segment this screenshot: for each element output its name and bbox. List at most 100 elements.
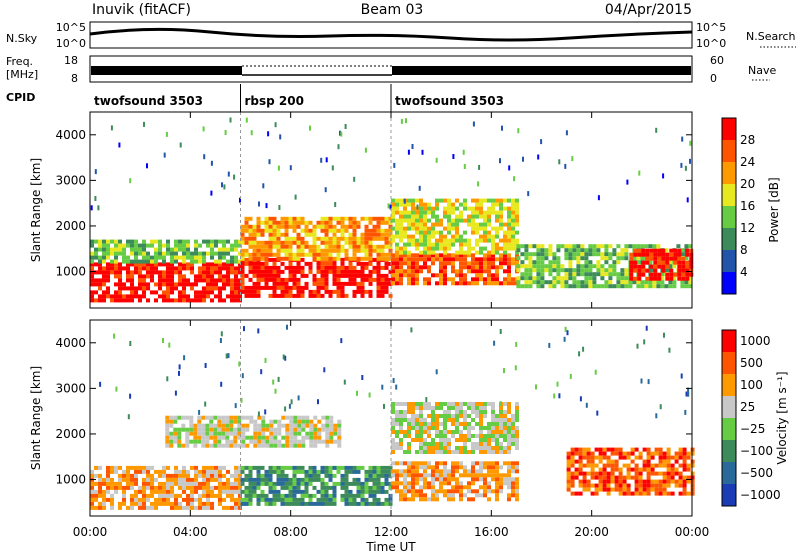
velocity-cell [309, 419, 314, 424]
velocity-cell [634, 455, 639, 460]
power-cell [332, 256, 337, 261]
power-cell [272, 216, 277, 221]
velocity-cell [463, 442, 467, 446]
velocity-cell [646, 491, 651, 496]
velocity-cell [598, 483, 603, 488]
power-cell [114, 251, 118, 256]
velocity-cell [439, 446, 443, 450]
velocity-cell [459, 406, 463, 410]
power-cell [455, 234, 459, 239]
velocity-cell [340, 481, 345, 486]
velocity-cell [308, 497, 313, 502]
velocity-cell [146, 469, 150, 474]
velocity-cell [248, 497, 253, 502]
power-cell [368, 293, 373, 298]
velocity-cell [682, 447, 687, 452]
power-cell [467, 214, 471, 219]
velocity-cell [312, 477, 317, 482]
power-cell [419, 238, 423, 243]
power-cell [260, 256, 265, 261]
power-cell [415, 269, 419, 274]
velocity-cell [277, 431, 282, 436]
velocity-scatter-cell [566, 330, 569, 336]
power-cell [304, 224, 309, 229]
power-cell [276, 273, 281, 278]
power-cell [499, 257, 503, 262]
power-cell [443, 210, 447, 215]
velocity-cell [296, 501, 301, 506]
velocity-cell [293, 443, 298, 448]
velocity-cell [590, 459, 595, 464]
power-cell [403, 234, 407, 239]
velocity-cell [606, 479, 611, 484]
power-cell [435, 206, 439, 211]
power-cell [166, 286, 170, 291]
power-cell [451, 277, 455, 282]
velocity-cell [515, 446, 519, 450]
velocity-cell [185, 415, 190, 420]
nsky-tick-bottom: 10^0 [56, 37, 86, 50]
power-cell [234, 255, 238, 260]
velocity-cell [594, 487, 599, 492]
velocity-cell [269, 431, 274, 436]
power-cell [276, 240, 281, 245]
power-cell [677, 276, 682, 281]
velocity-cell [483, 450, 487, 454]
power-cell [524, 264, 529, 269]
velocity-cell [499, 473, 503, 478]
power-cell [411, 281, 415, 286]
power-cell [507, 246, 511, 251]
power-cell [443, 265, 447, 270]
power-cell [665, 264, 670, 269]
power-cell [118, 262, 122, 267]
velocity-cell [162, 497, 166, 502]
power-cell [300, 252, 305, 257]
power-cell [210, 290, 214, 295]
power-cell [356, 248, 361, 253]
power-cell [222, 247, 226, 252]
power-cell [320, 285, 325, 290]
power-cell [280, 224, 285, 229]
velocity-cell [642, 491, 647, 496]
velocity-cell [515, 434, 519, 438]
power-cell [256, 289, 261, 294]
power-cell [592, 276, 597, 281]
power-cell [206, 290, 210, 295]
power-cell [395, 261, 399, 266]
power-cell [118, 286, 122, 291]
velocity-cell [313, 439, 318, 444]
power-cell [252, 293, 257, 298]
velocity-cell [256, 485, 261, 490]
power-cell [467, 222, 471, 227]
power-cell [528, 256, 533, 261]
velocity-cell [419, 461, 423, 466]
velocity-cell [237, 431, 242, 436]
power-cell [544, 248, 549, 253]
velocity-cell [174, 497, 178, 502]
velocity-cell [391, 485, 395, 490]
velocity-cell [638, 451, 643, 456]
power-cell [336, 216, 341, 221]
power-cell [608, 284, 613, 289]
velocity-cell [289, 423, 294, 428]
velocity-cell [154, 505, 158, 510]
power-cell [552, 284, 557, 289]
power-cell [660, 272, 665, 277]
power-cell [388, 228, 393, 233]
power-cell [608, 252, 613, 257]
velocity-cell [260, 493, 265, 498]
power-cell [324, 228, 329, 233]
power-cell [560, 284, 565, 289]
velocity-cell [344, 465, 349, 470]
power-cell [162, 278, 166, 283]
velocity-cell [391, 426, 395, 430]
power-cell [520, 272, 525, 277]
velocity-cell [102, 477, 106, 482]
power-cell [106, 239, 110, 244]
power-cell [284, 240, 289, 245]
power-cell [427, 250, 431, 255]
power-cell [328, 248, 333, 253]
power-cell [170, 282, 174, 287]
power-cell [154, 239, 158, 244]
power-cell [190, 266, 194, 271]
